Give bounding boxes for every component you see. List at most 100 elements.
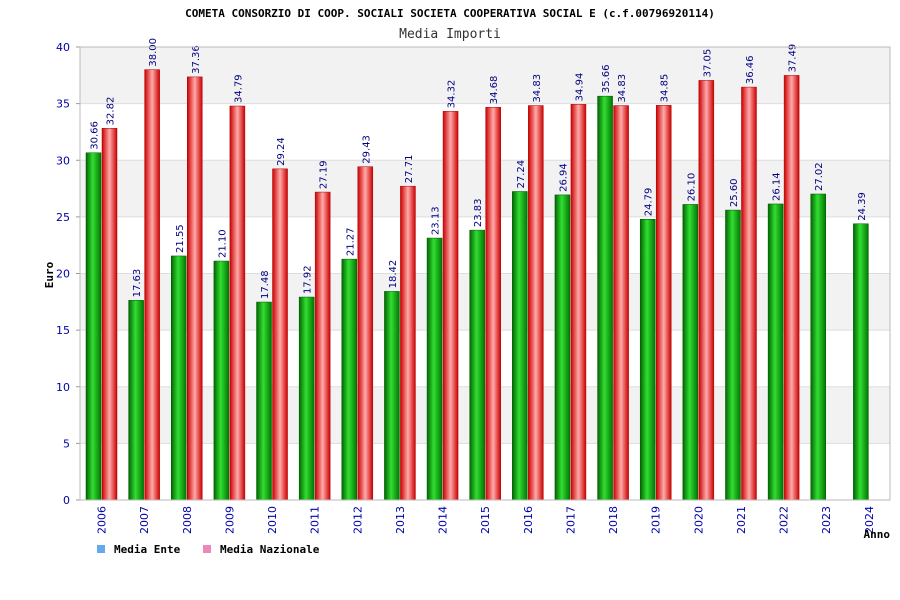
- bar-media-ente-2010: [256, 301, 272, 501]
- data-label-media-ente-2015: 23.83: [473, 198, 484, 227]
- data-label-media-nazionale-2009: 34.79: [233, 74, 244, 103]
- data-label-media-ente-2021: 25.60: [729, 178, 740, 207]
- bar-media-ente-2022: [767, 203, 784, 501]
- x-tick-label-2013: 2013: [394, 506, 407, 534]
- chart-subtitle: Media Importi: [399, 27, 501, 42]
- x-tick-label-2009: 2009: [223, 506, 236, 534]
- data-label-media-nazionale-2020: 37.05: [702, 49, 713, 78]
- y-axis-label: Euro: [43, 261, 56, 288]
- data-label-media-ente-2020: 26.10: [686, 173, 697, 202]
- data-label-media-nazionale-2012: 29.43: [361, 135, 372, 164]
- bar-media-nazionale-2016: [528, 105, 544, 501]
- x-tick-label-2008: 2008: [181, 506, 194, 534]
- bar-media-nazionale-2010: [272, 168, 288, 501]
- bar-media-ente-2012: [341, 258, 358, 501]
- x-axis-label: Anno: [864, 528, 891, 541]
- data-label-media-ente-2010: 17.48: [260, 270, 271, 299]
- data-label-media-ente-2008: 21.55: [175, 224, 186, 253]
- x-tick-label-2024: 2024: [863, 506, 876, 534]
- data-label-media-nazionale-2013: 27.71: [404, 155, 415, 184]
- y-axis-ticks: 0 5 10 15 20 25 30 35 40: [56, 41, 80, 507]
- data-label-media-ente-2011: 17.92: [303, 265, 314, 294]
- bar-media-ente-2015: [469, 229, 485, 501]
- x-tick-label-2017: 2017: [564, 506, 577, 534]
- x-tick-label-2011: 2011: [309, 506, 322, 534]
- bar-media-ente-2019: [639, 219, 656, 501]
- bar-media-nazionale-2012: [357, 166, 374, 501]
- bar-media-nazionale-2015: [485, 106, 501, 501]
- bar-media-ente-2014: [426, 237, 443, 501]
- x-tick-label-2007: 2007: [138, 506, 151, 534]
- bar-media-nazionale-2014: [442, 111, 459, 501]
- bar-media-ente-2024: [853, 223, 869, 501]
- x-axis-ticks: 2006 2007 2008 2009 2010 2011 2012 2013 2014 2015…: [96, 506, 876, 534]
- x-tick-label-2022: 2022: [778, 506, 791, 534]
- bar-media-ente-2017: [554, 194, 571, 501]
- data-label-media-ente-2019: 24.79: [644, 188, 655, 217]
- data-label-media-nazionale-2018: 34.83: [617, 74, 628, 103]
- bar-media-ente-2007: [128, 300, 144, 501]
- legend-label-media-nazionale: Media Nazionale: [220, 543, 320, 556]
- data-label-media-ente-2022: 26.14: [772, 172, 783, 201]
- x-tick-label-2019: 2019: [650, 506, 663, 534]
- bar-media-nazionale-2020: [698, 80, 715, 501]
- bar-media-nazionale-2011: [314, 191, 331, 501]
- x-tick-label-2015: 2015: [479, 506, 492, 534]
- data-label-media-ente-2023: 27.02: [814, 162, 825, 191]
- data-label-media-nazionale-2019: 34.85: [660, 74, 671, 103]
- bar-media-nazionale-2006: [101, 128, 118, 501]
- data-label-media-nazionale-2017: 34.94: [574, 73, 585, 102]
- y-tick-label: 30: [56, 154, 70, 167]
- bar-media-ente-2018: [597, 95, 613, 501]
- bar-media-nazionale-2017: [570, 104, 587, 501]
- x-tick-label-2010: 2010: [266, 506, 279, 534]
- bar-media-ente-2011: [298, 296, 315, 501]
- bar-media-nazionale-2013: [400, 185, 416, 501]
- y-tick-label: 0: [63, 494, 70, 507]
- x-tick-label-2006: 2006: [96, 506, 109, 534]
- bar-media-nazionale-2008: [187, 76, 203, 501]
- y-tick-label: 25: [56, 211, 70, 224]
- x-tick-label-2012: 2012: [351, 506, 364, 534]
- bar-media-ente-2013: [384, 291, 400, 501]
- data-label-media-ente-2009: 21.10: [217, 229, 228, 258]
- data-label-media-ente-2014: 23.13: [431, 206, 442, 235]
- data-label-media-ente-2018: 35.66: [601, 65, 612, 94]
- data-labels: 30.66 32.82 17.63 38.00 21.55 37.36 21.10 34.79…: [90, 38, 868, 299]
- data-label-media-ente-2007: 17.63: [132, 269, 143, 298]
- legend-label-media-ente: Media Ente: [114, 543, 181, 556]
- legend-swatch-media-ente: [97, 545, 105, 553]
- data-label-media-ente-2013: 18.42: [388, 260, 399, 289]
- bar-media-ente-2008: [171, 255, 187, 501]
- y-tick-label: 15: [56, 324, 70, 337]
- data-label-media-ente-2012: 21.27: [345, 227, 356, 256]
- plot-border: [79, 46, 891, 501]
- x-tick-label-2016: 2016: [522, 506, 535, 534]
- bar-media-nazionale-2022: [783, 75, 800, 501]
- bar-media-ente-2009: [213, 260, 230, 501]
- bar-media-nazionale-2018: [613, 105, 629, 501]
- data-label-media-nazionale-2011: 27.19: [319, 160, 330, 189]
- data-label-media-nazionale-2010: 29.24: [276, 137, 287, 166]
- data-label-media-ente-2017: 26.94: [558, 163, 569, 192]
- data-label-media-ente-2006: 30.66: [90, 121, 101, 150]
- data-label-media-nazionale-2015: 34.68: [489, 76, 500, 105]
- bar-media-ente-2016: [512, 191, 528, 501]
- data-label-media-nazionale-2007: 38.00: [148, 38, 159, 67]
- legend-swatch-media-nazionale: [203, 545, 211, 553]
- y-tick-label: 40: [56, 41, 70, 54]
- bar-media-nazionale-2009: [229, 105, 246, 501]
- data-label-media-nazionale-2021: 36.46: [745, 55, 756, 84]
- data-label-media-ente-2024: 24.39: [857, 192, 868, 221]
- data-label-media-nazionale-2006: 32.82: [106, 97, 117, 126]
- bar-media-ente-2020: [682, 204, 699, 501]
- y-tick-label: 10: [56, 381, 70, 394]
- bar-media-nazionale-2021: [741, 86, 757, 501]
- x-tick-label-2023: 2023: [820, 506, 833, 534]
- x-tick-label-2020: 2020: [692, 506, 705, 534]
- bar-media-nazionale-2007: [144, 69, 160, 501]
- bar-media-ente-2023: [810, 193, 826, 501]
- y-tick-label: 35: [56, 98, 70, 111]
- x-tick-label-2014: 2014: [437, 506, 450, 534]
